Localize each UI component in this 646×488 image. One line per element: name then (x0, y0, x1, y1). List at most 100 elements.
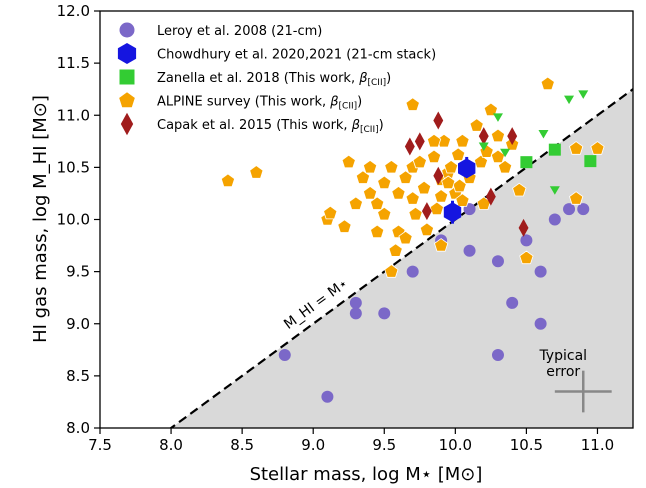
triangle-down-point (492, 113, 503, 122)
x-tick-label: 11.0 (581, 436, 614, 454)
pentagon-point (416, 180, 432, 195)
triangle-down-point (549, 186, 560, 195)
circle-point (548, 213, 561, 226)
circle-point (406, 265, 419, 278)
x-axis-label: Stellar mass, log M⋆ [M⊙] (250, 464, 483, 485)
legend-marker-thin-diamond (120, 112, 134, 136)
square-point (584, 155, 597, 168)
pentagon-point (220, 173, 236, 188)
legend-label: Leroy et al. 2008 (21-cm) (157, 24, 322, 39)
pentagon-point (519, 250, 534, 265)
legend-marker-circle (119, 22, 135, 38)
x-tick-label: 9.0 (301, 436, 325, 454)
legend-marker-square (119, 69, 135, 85)
pentagon-point (590, 141, 605, 155)
x-axis: 7.5 8.0 8.5 9.0 9.5 10.0 10.5 11.0 (88, 428, 614, 454)
pentagon-point (441, 175, 456, 190)
pentagon-point (384, 159, 399, 174)
y-tick-label: 8.0 (66, 419, 90, 437)
pentagon-point (429, 201, 444, 216)
circle-point (506, 296, 519, 309)
pentagon-point (405, 191, 420, 205)
triangle-down-point (478, 142, 489, 152)
pentagon-point (455, 193, 470, 207)
thin-diamond-point (518, 218, 529, 237)
thin-diamond-point (433, 166, 444, 185)
pentagon-point (569, 191, 584, 205)
pentagon-point (348, 196, 363, 210)
typical-error-label-line1: Typical (538, 348, 587, 364)
y-axis: 8.0 8.5 9.0 9.5 10.0 10.5 11.0 11.5 12.0 (57, 2, 100, 437)
pentagon-point (370, 224, 385, 239)
y-tick-label: 8.5 (66, 367, 90, 385)
triangle-down-point (578, 90, 589, 99)
thin-diamond-point (414, 132, 425, 151)
y-tick-label: 11.5 (57, 54, 90, 72)
circle-point (463, 244, 476, 257)
legend-label: Capak et al. 2015 (This work, β[CII]) (157, 118, 384, 135)
legend-marker-hexagon (117, 43, 137, 64)
pentagon-point (362, 159, 378, 174)
pentagon-point (426, 133, 442, 148)
circle-point (491, 349, 504, 362)
one-to-one-line (169, 88, 633, 428)
legend: Leroy et al. 2008 (21-cm) Chowdhury et al… (117, 22, 436, 136)
pentagon-point (398, 230, 413, 245)
pentagon-point (384, 264, 399, 278)
thin-diamond-point (478, 127, 489, 146)
pentagon-point (377, 206, 392, 221)
pentagon-point (426, 149, 442, 164)
x-tick-label: 8.0 (159, 436, 183, 454)
circle-point (563, 203, 576, 216)
pentagon-point (408, 206, 423, 221)
pentagon-point (398, 170, 413, 184)
circle-point (534, 317, 547, 330)
pentagon-point (473, 154, 489, 169)
pentagon-point (512, 182, 527, 197)
y-tick-label: 10.0 (57, 211, 90, 229)
circle-point (534, 265, 547, 278)
legend-marker-pentagon (118, 91, 136, 108)
thin-diamond-point (404, 137, 415, 156)
pentagon-point (370, 196, 385, 210)
data-points (220, 76, 605, 403)
circle-point (278, 349, 291, 362)
circle-point (577, 203, 590, 216)
pentagon-point (497, 159, 513, 174)
y-tick-label: 10.5 (57, 158, 90, 176)
x-tick-label: 10.5 (510, 436, 543, 454)
square-point (548, 143, 561, 156)
pentagon-point (451, 147, 466, 161)
circle-point (349, 307, 362, 320)
pentagon-point (323, 205, 338, 220)
thin-diamond-point (433, 111, 444, 130)
circle-point (378, 307, 391, 320)
pentagon-point (434, 189, 449, 203)
pentagon-point (490, 128, 506, 143)
pentagon-point (540, 76, 555, 90)
pentagon-point (412, 154, 427, 169)
square-point (520, 156, 533, 169)
y-axis-label: HI gas mass, log M_HI [M⊙] (30, 95, 51, 343)
y-tick-label: 9.5 (66, 263, 90, 281)
x-tick-label: 9.5 (372, 436, 396, 454)
thin-diamond-point (421, 202, 432, 221)
pentagon-point (483, 102, 498, 117)
triangle-down-point (538, 130, 549, 139)
plot-area: M_HI = M⋆ Typical error (100, 76, 633, 428)
circle-point (491, 255, 504, 268)
legend-label: Chowdhury et al. 2020,2021 (21-cm stack) (157, 48, 436, 63)
typical-error-label-line2: error (546, 364, 580, 380)
y-tick-label: 9.0 (66, 315, 90, 333)
pentagon-point (388, 243, 403, 257)
typical-error: Typical error (538, 348, 612, 413)
circle-point (321, 390, 334, 403)
hexagon-point (443, 202, 462, 223)
legend-label: ALPINE survey (This work, β[CII]) (157, 95, 362, 112)
pentagon-point (469, 118, 484, 132)
pentagon-point (569, 141, 584, 155)
pentagon-point (419, 222, 435, 237)
legend-label: Zanella et al. 2018 (This work, β[CII]) (157, 71, 391, 88)
circle-point (349, 296, 362, 309)
